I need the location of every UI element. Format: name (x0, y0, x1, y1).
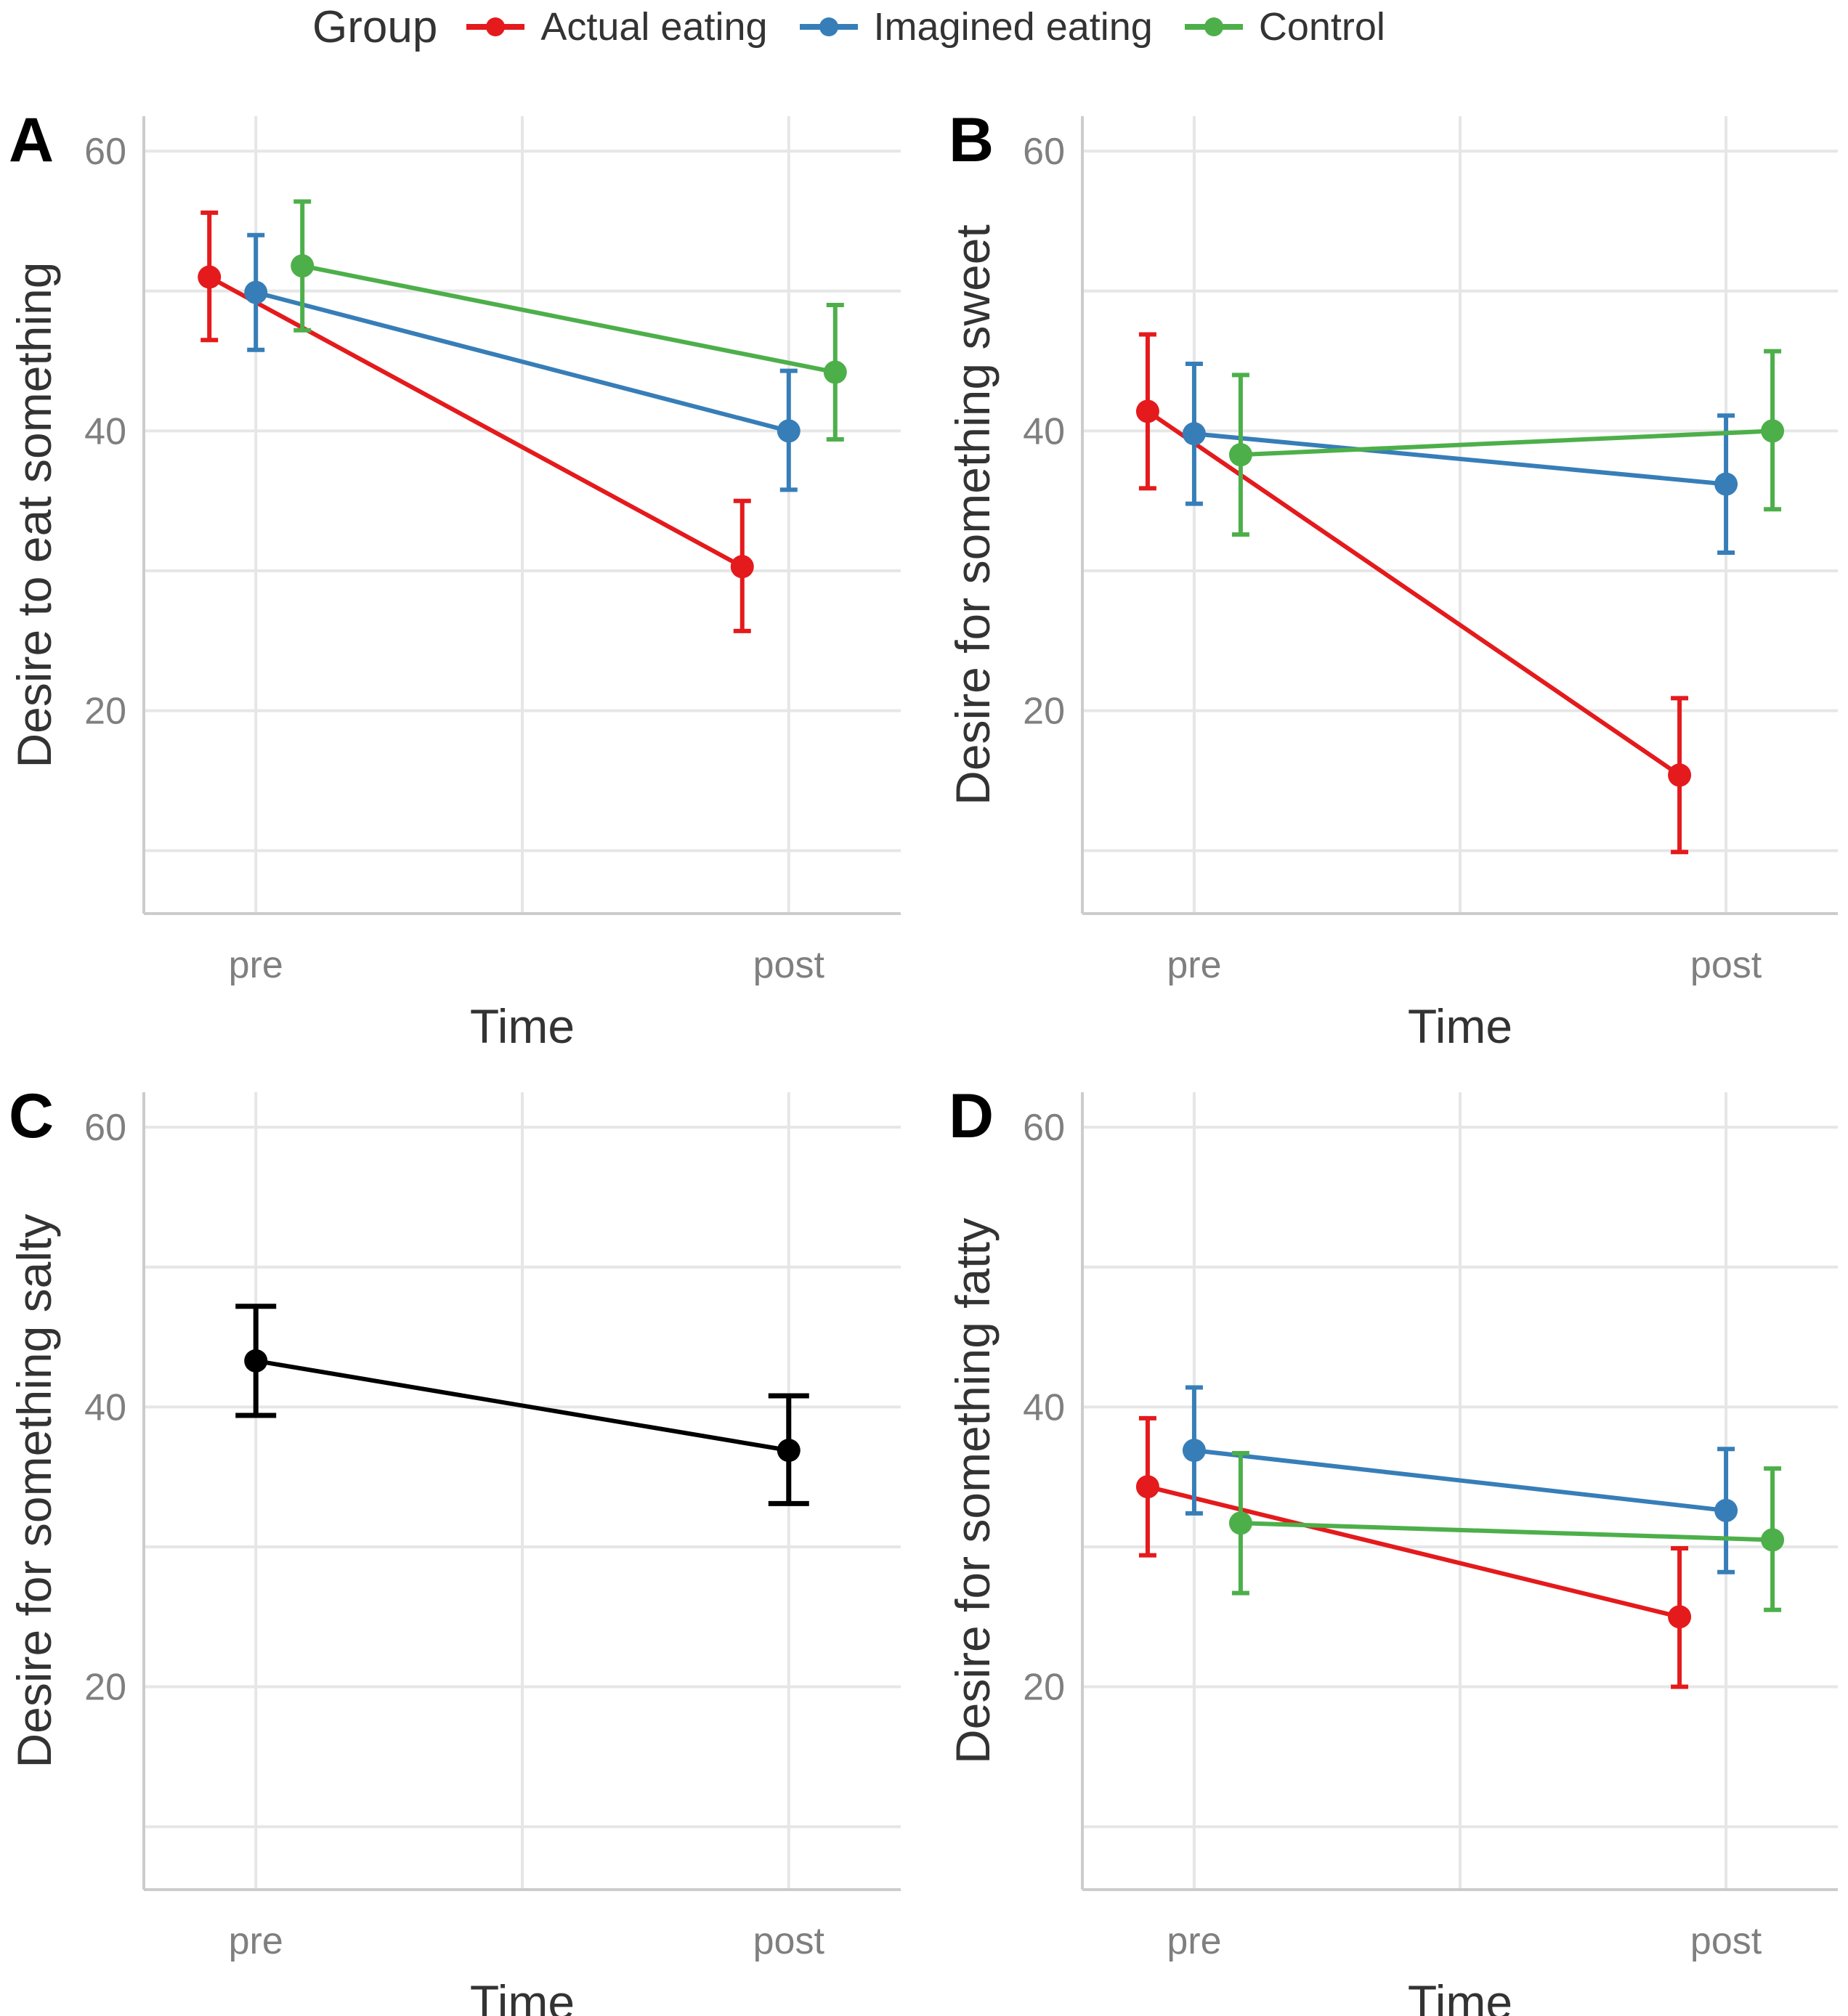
panel-a-xtick-label-pre: pre (229, 944, 283, 986)
panel-d-actual-eating-point-pre (1135, 1475, 1159, 1499)
legend-key-actual-eating (466, 17, 525, 36)
legend-item-actual-eating: Actual eating (466, 4, 768, 49)
panel-a-ytick-label-60: 60 (84, 131, 126, 173)
panel-b-actual-eating-line (1146, 409, 1681, 777)
panel-b-ytick-label-60: 60 (1023, 131, 1065, 173)
panel-b-xtick-label-post: post (1690, 944, 1762, 986)
panel-b-actual-eating-point-pre (1135, 399, 1159, 423)
legend-label-imagined-eating: Imagined eating (873, 5, 1153, 49)
panel-b-imagined-eating-point-pre (1182, 422, 1206, 446)
panel-a-control-point-pre (291, 254, 315, 278)
legend-item-imagined-eating: Imagined eating (799, 4, 1153, 49)
panel-a-imagined-eating-point-pre (244, 280, 268, 304)
panel-d-control-point-pre (1228, 1511, 1252, 1535)
panel-d-xtick-label-pre: pre (1167, 1920, 1221, 1962)
panel-a-actual-eating-point-pre (198, 265, 222, 289)
panel-c-ytick-label-20: 20 (84, 1667, 126, 1709)
panel-a-control-point-post (823, 360, 847, 384)
panel-c-xtick-label-post: post (753, 1920, 825, 1962)
panel-b-control-point-pre (1228, 443, 1252, 467)
panel-a-xtick-label-post: post (753, 944, 825, 986)
panel-d-control-point-post (1761, 1528, 1785, 1552)
panel-b-actual-eating-point-post (1668, 763, 1692, 787)
panel-c-ytick-label-60: 60 (84, 1107, 126, 1149)
panel-d-actual-eating-line (1147, 1484, 1680, 1619)
panel-a-tag: A (9, 105, 54, 175)
panel-b-y-axis-title: Desire for something sweet (946, 224, 1000, 805)
panel-b-control-point-post (1761, 419, 1785, 443)
panel-b-imagined-eating-line (1194, 431, 1727, 487)
panel-d-actual-eating-point-post (1668, 1605, 1692, 1629)
panel-a-actual-eating-line (208, 275, 744, 569)
panel-c-all-point-pre (244, 1349, 268, 1373)
panel-d-ytick-label-20: 20 (1023, 1667, 1065, 1709)
panel-c-all-line (255, 1358, 790, 1453)
legend-title: Group (312, 1, 438, 52)
panel-a-imagined-eating-point-post (777, 419, 801, 443)
panel-a-imagined-eating-line (255, 290, 790, 434)
panel-d-xtick-label-post: post (1690, 1920, 1762, 1962)
panel-d-ytick-label-60: 60 (1023, 1107, 1065, 1149)
panel-d-imagined-eating-point-pre (1182, 1439, 1206, 1463)
legend-item-control: Control (1184, 4, 1385, 49)
panel-d-y-axis-title: Desire for something fatty (946, 1218, 1000, 1764)
panel-d-control-line (1240, 1521, 1773, 1543)
legend-key-imagined-eating (799, 17, 858, 36)
panel-b-tag: B (949, 105, 994, 175)
legend-label-actual-eating: Actual eating (540, 5, 768, 49)
panel-b-ytick-label-20: 20 (1023, 691, 1065, 733)
panel-a-actual-eating-point-post (730, 555, 754, 579)
panel-b-ytick-label-40: 40 (1023, 410, 1065, 452)
panel-b-imagined-eating-point-post (1714, 472, 1738, 496)
panel-c-x-axis-title: Time (470, 1975, 575, 2016)
panel-c-ytick-label-40: 40 (84, 1386, 126, 1428)
panel-c-all-point-post (777, 1439, 801, 1463)
legend-key-control (1184, 17, 1243, 36)
panel-d-tag: D (949, 1081, 994, 1151)
panel-c-y-axis-title: Desire for something salty (7, 1214, 61, 1768)
panel-d-x-axis-title: Time (1408, 1975, 1512, 2016)
panel-b-control-line (1240, 428, 1773, 458)
panel-b-x-axis-title: Time (1408, 999, 1512, 1053)
legend: Group Actual eating Imagined eating Cont… (312, 0, 1417, 54)
panel-a-control-line (301, 264, 836, 375)
panel-d-imagined-eating-line (1194, 1448, 1727, 1513)
panel-d-ytick-label-40: 40 (1023, 1386, 1065, 1428)
panel-d-imagined-eating-point-post (1714, 1498, 1738, 1522)
legend-label-control: Control (1258, 5, 1385, 49)
panel-a-ytick-label-20: 20 (84, 691, 126, 733)
panel-c-tag: C (9, 1081, 54, 1151)
panel-a-x-axis-title: Time (470, 999, 575, 1053)
panel-b-xtick-label-pre: pre (1167, 944, 1221, 986)
panel-c-xtick-label-pre: pre (229, 1920, 283, 1962)
panel-a-y-axis-title: Desire to eat something (7, 261, 61, 768)
panel-a-ytick-label-40: 40 (84, 410, 126, 452)
